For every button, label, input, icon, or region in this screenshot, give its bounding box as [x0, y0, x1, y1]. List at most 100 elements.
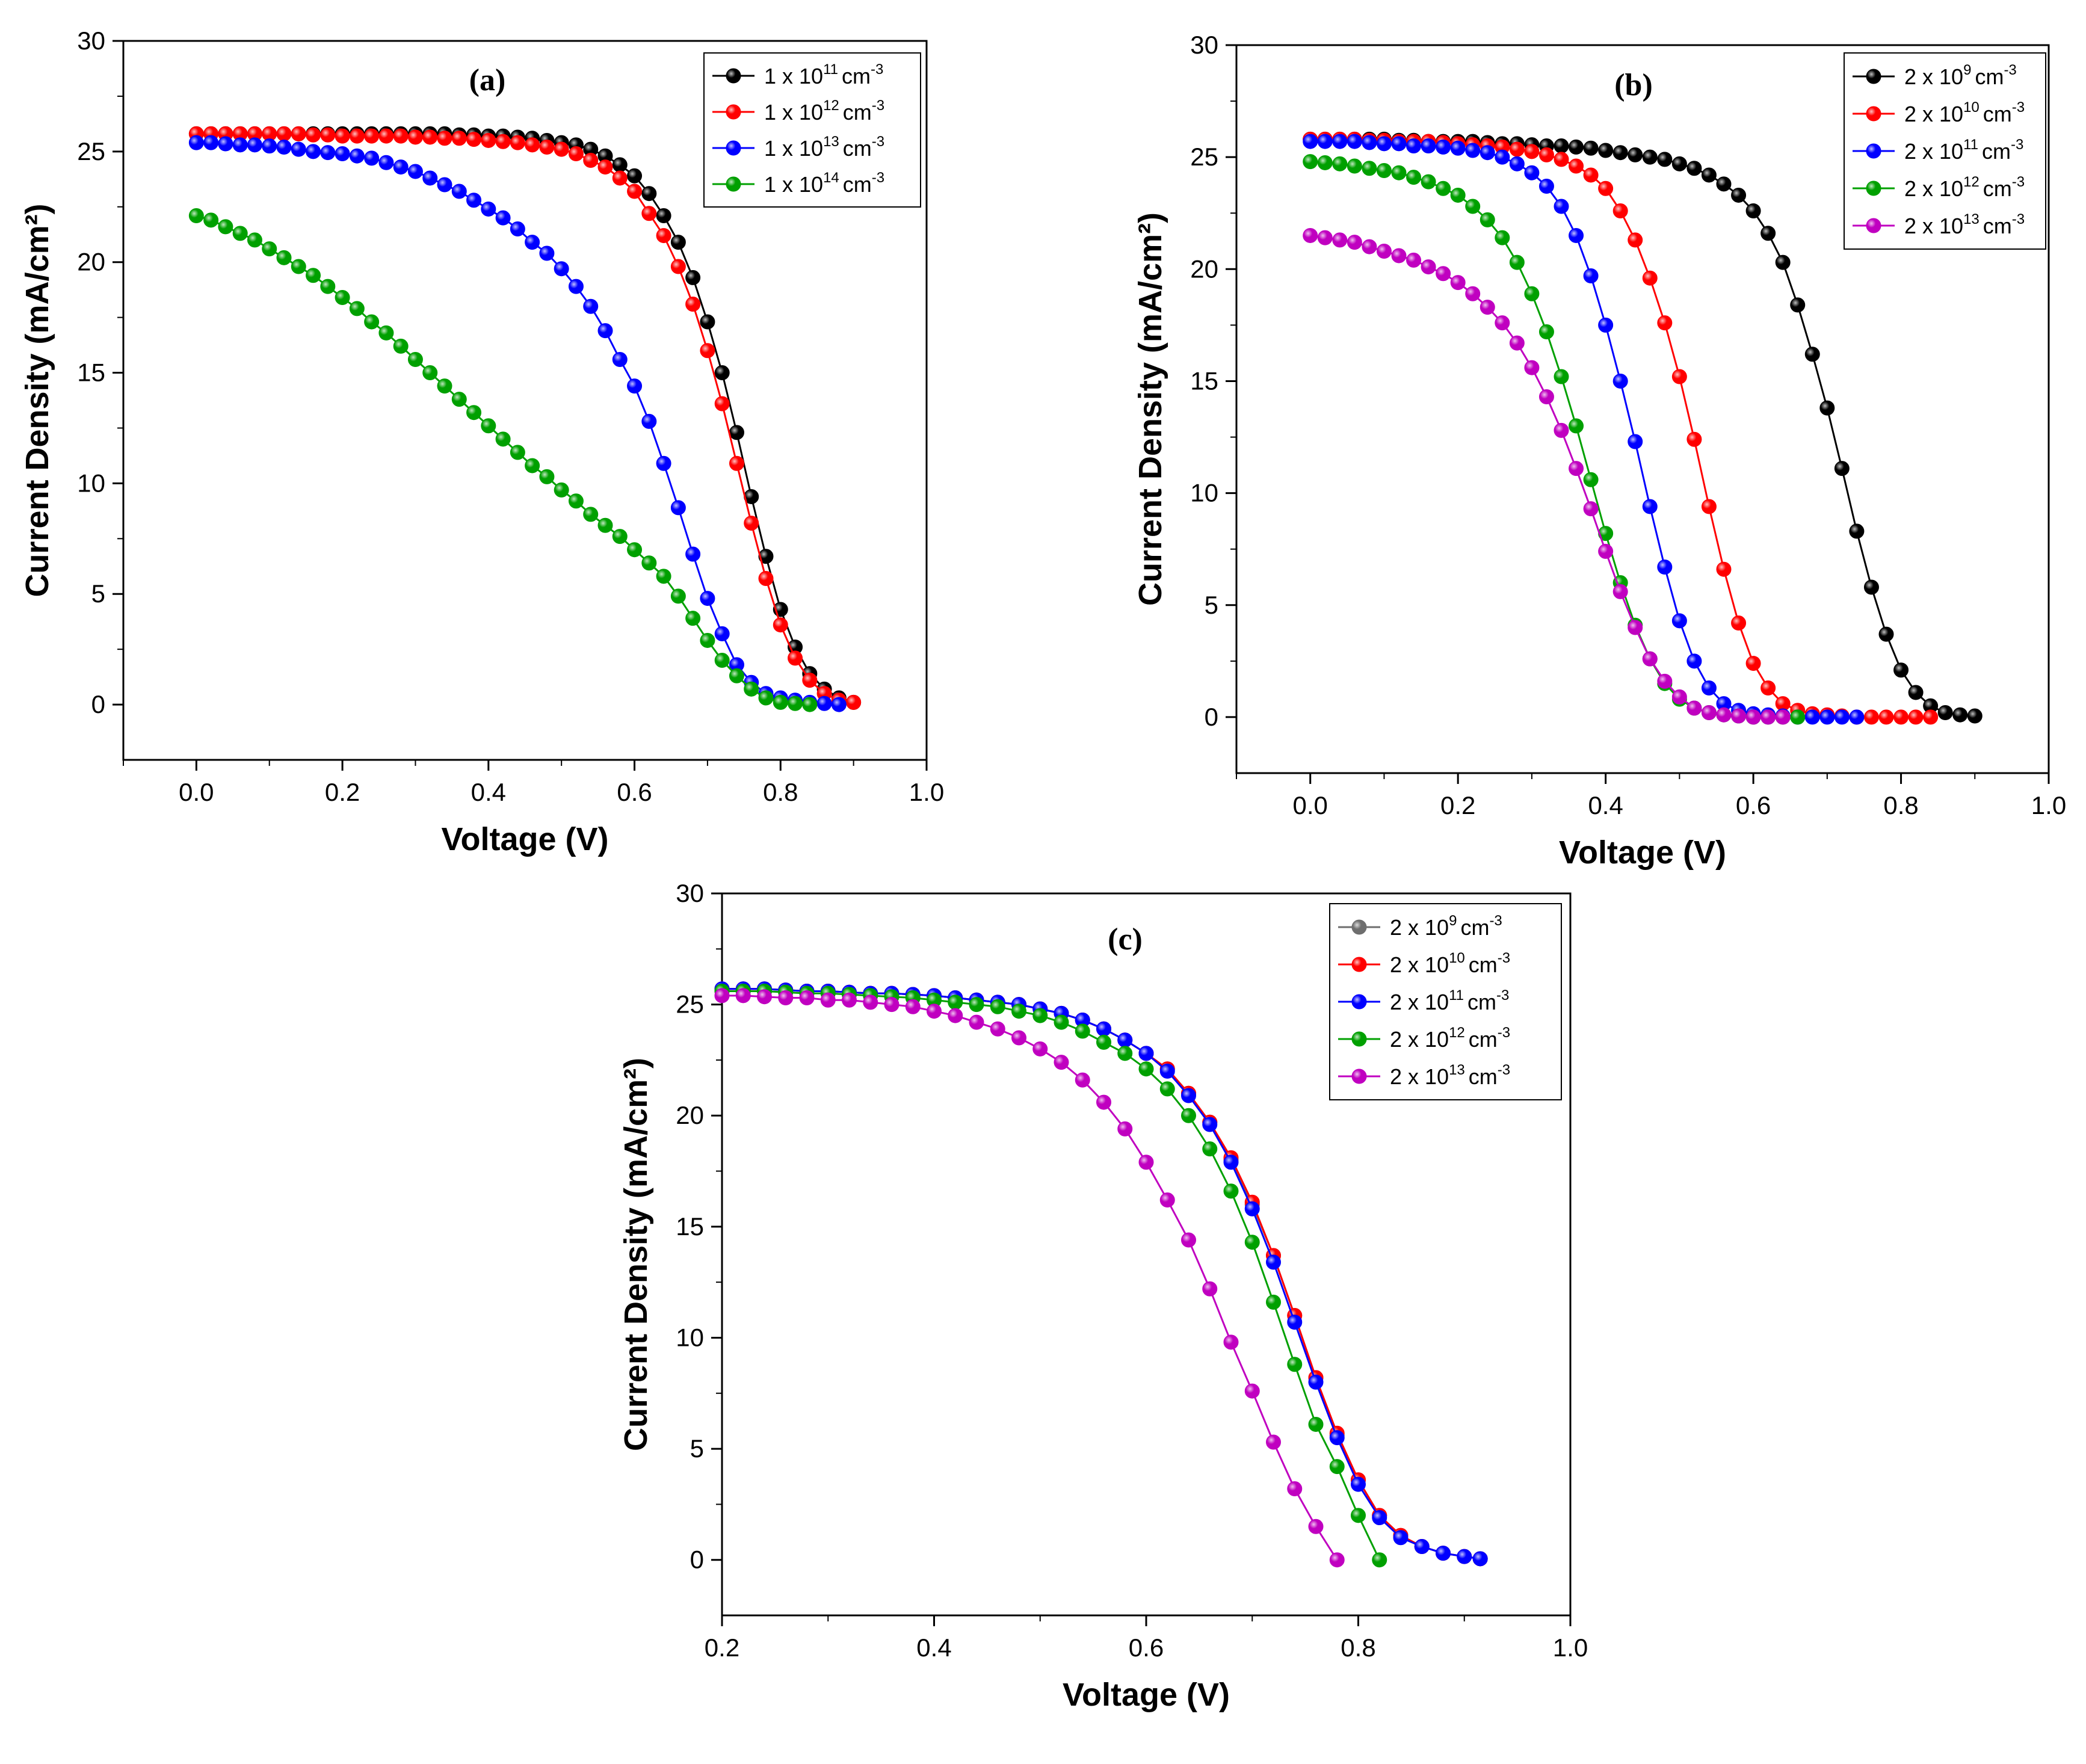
data-point: [1583, 472, 1599, 487]
data-point: [1686, 653, 1702, 669]
data-point: [203, 135, 219, 150]
data-point: [758, 690, 774, 706]
y-tick-label: 30: [1190, 31, 1218, 59]
data-point: [320, 127, 336, 143]
data-point: [1554, 199, 1569, 214]
data-point: [1642, 499, 1658, 514]
data-point: [583, 153, 599, 168]
data-point: [262, 241, 277, 257]
data-point: [481, 418, 496, 434]
data-point: [1716, 561, 1732, 577]
data-point: [685, 611, 701, 626]
data-point: [218, 219, 233, 235]
data-point: [481, 201, 496, 217]
data-point: [1642, 651, 1658, 667]
x-tick-label: 0.0: [1293, 791, 1328, 819]
legend-swatch-marker: [1351, 919, 1367, 935]
data-point: [905, 999, 921, 1014]
data-point: [422, 129, 438, 145]
data-point: [364, 314, 380, 330]
data-point: [714, 396, 730, 412]
x-tick-label: 0.4: [471, 778, 506, 806]
data-point: [1376, 162, 1392, 178]
x-tick-label: 0.2: [1440, 791, 1475, 819]
data-point: [597, 159, 613, 175]
data-point: [788, 695, 803, 711]
data-point: [1223, 1155, 1239, 1170]
data-point: [495, 431, 511, 447]
data-point: [735, 988, 751, 1004]
data-point: [1362, 161, 1377, 176]
data-point: [831, 697, 847, 712]
data-point: [568, 493, 584, 509]
data-point: [1362, 135, 1377, 150]
legend-entry: 2 x 1013 cm-3: [1390, 1062, 1510, 1089]
data-point: [1032, 1041, 1048, 1056]
data-point: [1372, 1510, 1387, 1526]
data-point: [247, 137, 262, 153]
data-point: [714, 365, 730, 381]
data-point: [1745, 203, 1761, 219]
data-point: [1317, 230, 1333, 245]
data-point: [1436, 266, 1451, 282]
data-point: [1332, 232, 1348, 248]
y-tick-label: 10: [77, 469, 105, 497]
data-point: [1472, 1551, 1488, 1567]
data-point: [1790, 297, 1806, 313]
y-tick-label: 20: [1190, 254, 1218, 283]
data-point: [1450, 187, 1466, 203]
data-point: [863, 995, 878, 1010]
data-point: [1642, 149, 1658, 165]
series-line: [196, 132, 854, 703]
data-point: [1465, 199, 1481, 214]
series-line: [196, 132, 854, 703]
series-line: [1310, 140, 1857, 718]
data-point: [1657, 152, 1673, 167]
data-point: [700, 343, 715, 359]
data-point: [539, 245, 555, 261]
data-point: [597, 323, 613, 339]
data-point: [1308, 1519, 1324, 1534]
data-point: [1701, 680, 1717, 696]
data-point: [1628, 434, 1643, 449]
data-point: [670, 235, 686, 250]
data-point: [1181, 1232, 1196, 1248]
data-point: [1569, 158, 1584, 174]
data-point: [1138, 1155, 1154, 1170]
data-point: [729, 668, 744, 683]
legend-swatch-marker: [1351, 957, 1367, 972]
data-point: [969, 1014, 984, 1030]
data-point: [1391, 165, 1407, 180]
data-point: [1436, 180, 1451, 196]
data-point: [1362, 239, 1377, 254]
data-point: [1598, 180, 1614, 196]
x-axis-title: Voltage (V): [441, 821, 608, 857]
data-point: [247, 232, 262, 248]
data-point: [816, 695, 832, 711]
data-point: [1465, 286, 1481, 301]
data-point: [1538, 179, 1554, 194]
data-point: [364, 128, 380, 144]
data-point: [1096, 1021, 1111, 1037]
data-point: [568, 146, 584, 162]
data-point: [656, 569, 671, 584]
data-point: [1406, 252, 1422, 268]
y-axis-title: Current Density (mA/cm²): [1132, 212, 1168, 606]
data-point: [1450, 140, 1466, 156]
data-point: [291, 126, 306, 141]
legend-entry: 2 x 1012 cm-3: [1904, 174, 2025, 201]
data-point: [1937, 705, 1953, 720]
data-point: [437, 131, 452, 146]
data-point: [1303, 134, 1318, 149]
chart-panel-c: 0.2 0.4 0.6 0.8 1.0 0 5 10 15 20 25 30 Voltage (V) Cu…: [618, 879, 1588, 1713]
data-point: [714, 988, 730, 1004]
x-tick-label: 1.0: [1553, 1633, 1588, 1662]
legend-entry: 2 x 1011 cm-3: [1904, 137, 2023, 164]
data-point: [335, 146, 350, 162]
data-point: [320, 145, 336, 161]
legend-entry: 1 x 1011 cm-3: [764, 61, 883, 88]
data-point: [1287, 1315, 1303, 1330]
data-point: [1159, 1081, 1175, 1097]
data-point: [612, 157, 628, 173]
data-point: [276, 139, 292, 155]
